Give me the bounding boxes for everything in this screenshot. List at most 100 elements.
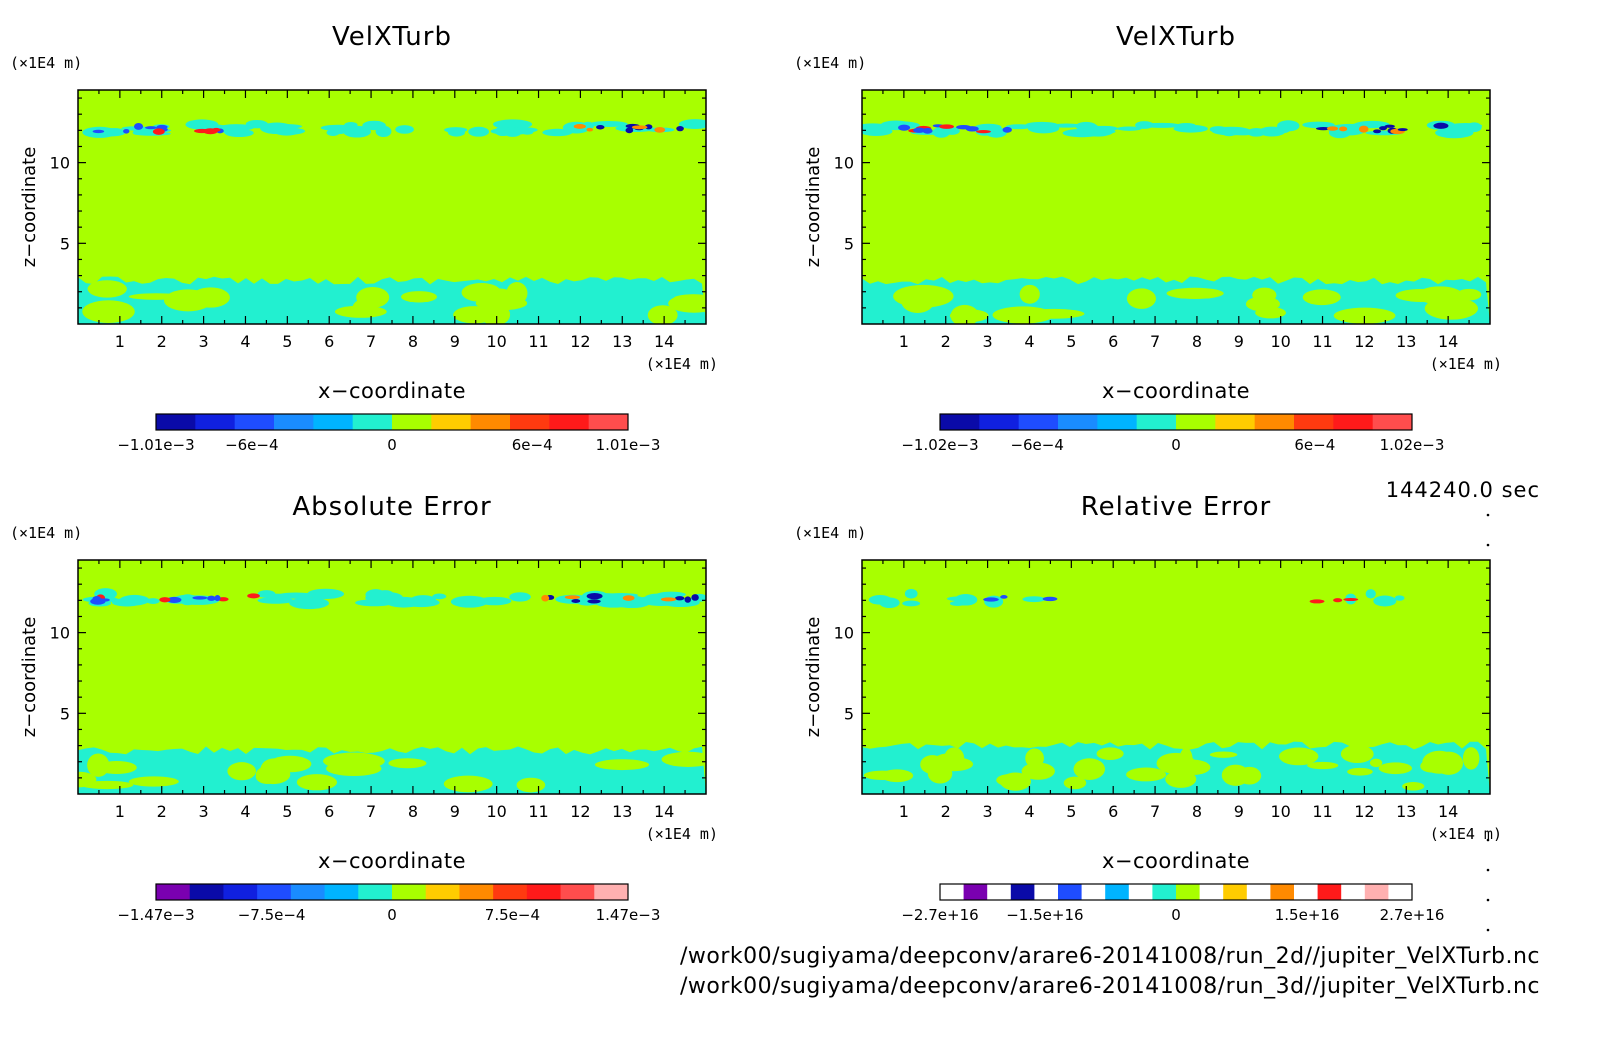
x-tick-label: 13 [1396, 332, 1416, 351]
x-tick-label: 12 [1354, 802, 1374, 821]
colorbar-segment [963, 884, 988, 900]
bottom-layer-island [1416, 286, 1463, 305]
bottom-layer-island [227, 762, 257, 781]
chart-panel-1: VelXTurb(×1E4 m)1 2 3 4 5 6 7 8 9 10 11 12 13 14510(×… [10, 22, 718, 454]
chart-panel-3: Absolute Error(×1E4 m)1 2 3 4 5 6 7 8 9 10 11 12 13 1… [10, 492, 718, 924]
upper-band-eddy [214, 595, 221, 602]
upper-band-blob [270, 127, 306, 135]
x-axis-label: x−coordinate [318, 379, 466, 403]
x-tick-label: 4 [1024, 802, 1034, 821]
upper-band-blob [1365, 589, 1376, 599]
x-axis-label: x−coordinate [318, 849, 466, 873]
x-tick-label: 6 [1108, 332, 1118, 351]
colorbar-segment [979, 414, 1020, 430]
upper-band-blob [862, 123, 892, 133]
colorbar-segment [1152, 884, 1177, 900]
colorbar-segment [549, 414, 590, 430]
bottom-layer-island [323, 752, 385, 770]
colorbar-segment [234, 414, 275, 430]
upper-band-blob [1277, 120, 1300, 132]
chart-title: VelXTurb [1116, 22, 1236, 52]
upper-band-eddy [1002, 126, 1012, 133]
x-tick-label: 5 [1066, 802, 1076, 821]
y-unit-label: (×1E4 m) [10, 524, 82, 542]
upper-band-eddy [1333, 598, 1343, 603]
x-tick-label: 11 [1312, 802, 1332, 821]
bottom-layer-island [191, 287, 230, 308]
colorbar-segment [987, 884, 1012, 900]
bottom-layer-island [996, 774, 1023, 787]
upper-band-blob [1116, 126, 1142, 131]
colorbar-segment [1317, 884, 1342, 900]
colorbar-segment [290, 884, 326, 900]
bottom-layer-island [893, 284, 954, 308]
colorbar-segment [1341, 884, 1366, 900]
upper-band-eddy [596, 125, 605, 130]
upper-band-eddy [625, 127, 634, 134]
colorbar-tick-label: 0 [1171, 906, 1181, 924]
margin-dot [1486, 928, 1490, 932]
heatmap-field [862, 90, 1490, 324]
x-tick-label: 5 [282, 802, 292, 821]
x-tick-label: 8 [1192, 802, 1202, 821]
colorbar-tick-label: 1.01e−3 [596, 436, 661, 454]
colorbar-frame [939, 413, 1413, 431]
x-tick-label: 12 [570, 332, 590, 351]
upper-band-eddy [192, 596, 208, 600]
y-unit-label: (×1E4 m) [794, 54, 866, 72]
upper-band-eddy [1339, 126, 1348, 132]
upper-band-eddy [92, 596, 101, 602]
margin-dot [1486, 513, 1490, 517]
bottom-layer-island [647, 305, 678, 324]
upper-band-blob [868, 595, 892, 605]
upper-band-eddy [1358, 125, 1369, 133]
upper-band-eddy [156, 124, 168, 130]
colorbar-segment [156, 414, 196, 430]
upper-band-blob [1302, 121, 1335, 129]
upper-band-blob [343, 125, 371, 138]
colorbar-tick-label: 1.47e−3 [596, 906, 661, 924]
bottom-layer-island [128, 776, 179, 787]
colorbar-tick-label: −6e−4 [1010, 436, 1063, 454]
colorbar-frame [939, 883, 1413, 901]
x-axis-label: x−coordinate [1102, 849, 1250, 873]
bottom-layer-island [1175, 759, 1211, 775]
x-tick-label: 1 [115, 332, 125, 351]
colorbar-segment [1333, 414, 1374, 430]
upper-band-eddy [123, 128, 130, 134]
footer-path-run-3d: /work00/sugiyama/deepconv/arare6-2014100… [679, 974, 1540, 999]
upper-band-blob [1025, 121, 1059, 129]
colorbar-segment [1388, 884, 1413, 900]
colorbar-segment [195, 414, 236, 430]
upper-band-blob [146, 598, 160, 604]
colorbar-segment [1136, 414, 1177, 430]
upper-band-eddy [587, 599, 601, 604]
bottom-layer-island [1402, 782, 1425, 791]
bottom-layer-island [1165, 770, 1197, 788]
x-tick-label: 10 [1270, 332, 1290, 351]
upper-band-eddy [541, 594, 550, 602]
bottom-layer-island [930, 760, 956, 770]
x-tick-label: 13 [612, 802, 632, 821]
bottom-layer-island [334, 305, 387, 318]
x-tick-label: 12 [570, 802, 590, 821]
x-tick-label: 3 [199, 332, 209, 351]
bottom-layer-island [992, 306, 1054, 324]
upper-band-blob [326, 129, 340, 137]
x-unit-label: (×1E4 m) [646, 355, 718, 373]
x-tick-label: 13 [1396, 802, 1416, 821]
colorbar-segment [1097, 414, 1138, 430]
bottom-layer-island [1307, 761, 1339, 770]
x-tick-label: 7 [1150, 802, 1160, 821]
colorbar-segment [223, 884, 258, 900]
margin-dot [1486, 838, 1490, 842]
upper-band-eddy [573, 124, 586, 129]
upper-band-blob [365, 589, 387, 601]
x-tick-label: 13 [612, 332, 632, 351]
bottom-layer-island [1019, 284, 1040, 304]
upper-band-blob [902, 600, 921, 607]
upper-band-blob [949, 601, 966, 606]
x-unit-label: (×1E4 m) [646, 825, 718, 843]
bottom-layer-island [1063, 776, 1087, 790]
colorbar-segment [1246, 884, 1271, 900]
